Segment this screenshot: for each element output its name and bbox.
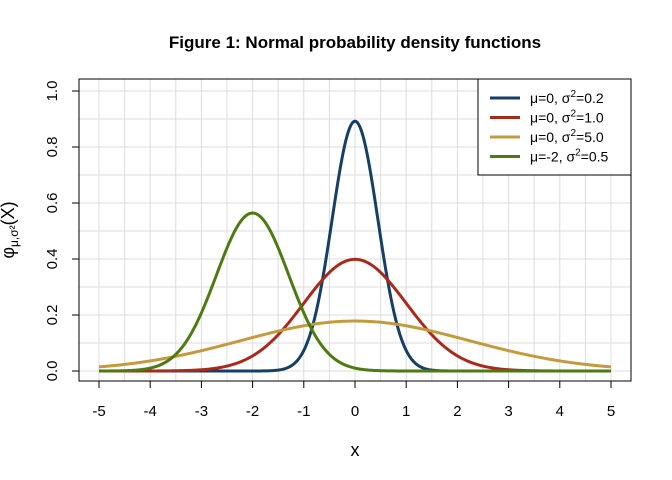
y-tick-label: 0.0 [44, 361, 61, 382]
x-axis: -5 -4 -3 -2 -1 0 1 2 3 4 5 [92, 381, 615, 420]
y-tick-label: 1.0 [44, 81, 61, 102]
legend-entry-tail: =0.2 [576, 90, 604, 106]
y-axis-label: φμ,σ²(X) [0, 201, 21, 258]
legend-entry-tail: =5.0 [576, 129, 604, 145]
legend-entry: μ=0, σ2=5.0 [530, 128, 604, 145]
legend-entry: μ=-2, σ2=0.5 [530, 148, 609, 165]
legend-entry-main: μ=0, σ [530, 110, 571, 126]
legend-entry-tail: =0.5 [581, 149, 609, 165]
x-tick-label: 0 [351, 403, 359, 420]
x-tick-label: 2 [453, 403, 461, 420]
x-tick-label: -4 [144, 403, 157, 420]
legend-entry-superscript: 2 [570, 109, 576, 120]
x-tick-label: 5 [607, 403, 615, 420]
chart-title: Figure 1: Normal probability density fun… [169, 33, 541, 52]
y-axis-label-tail: (X) [0, 201, 18, 225]
x-tick-label: 4 [556, 403, 564, 420]
x-tick-label: 1 [402, 403, 410, 420]
legend-entry-superscript: 2 [575, 148, 581, 159]
y-tick-label: 0.6 [44, 193, 61, 214]
legend-entry-superscript: 2 [570, 89, 576, 100]
legend-entry: μ=0, σ2=1.0 [530, 109, 604, 126]
legend-entry-main: μ=-2, σ [530, 149, 575, 165]
x-tick-label: -3 [195, 403, 208, 420]
y-axis: 0.0 0.2 0.4 0.6 0.8 1.0 [44, 81, 79, 382]
x-axis-label: x [351, 440, 360, 460]
x-tick-label: -2 [246, 403, 259, 420]
series-curves [98, 119, 612, 373]
legend-box [477, 78, 632, 176]
y-axis-label-main: φ [0, 247, 18, 259]
y-axis-label-subscript: μ,σ² [7, 225, 21, 247]
legend-entry-main: μ=0, σ [530, 90, 571, 106]
x-tick-label: -5 [92, 403, 105, 420]
series-line [98, 211, 612, 373]
y-tick-label: 0.2 [44, 305, 61, 326]
y-tick-label: 0.8 [44, 137, 61, 158]
legend-entry: μ=0, σ2=0.2 [530, 89, 604, 106]
legend-entry-superscript: 2 [570, 128, 576, 139]
legend-entry-main: μ=0, σ [530, 129, 571, 145]
x-tick-label: 3 [504, 403, 512, 420]
x-tick-label: -1 [297, 403, 310, 420]
y-tick-label: 0.4 [44, 249, 61, 270]
legend-entry-tail: =1.0 [576, 110, 604, 126]
series-line [98, 319, 612, 369]
legend: μ=0, σ2=0.2μ=0, σ2=1.0μ=0, σ2=5.0μ=-2, σ… [477, 78, 632, 176]
